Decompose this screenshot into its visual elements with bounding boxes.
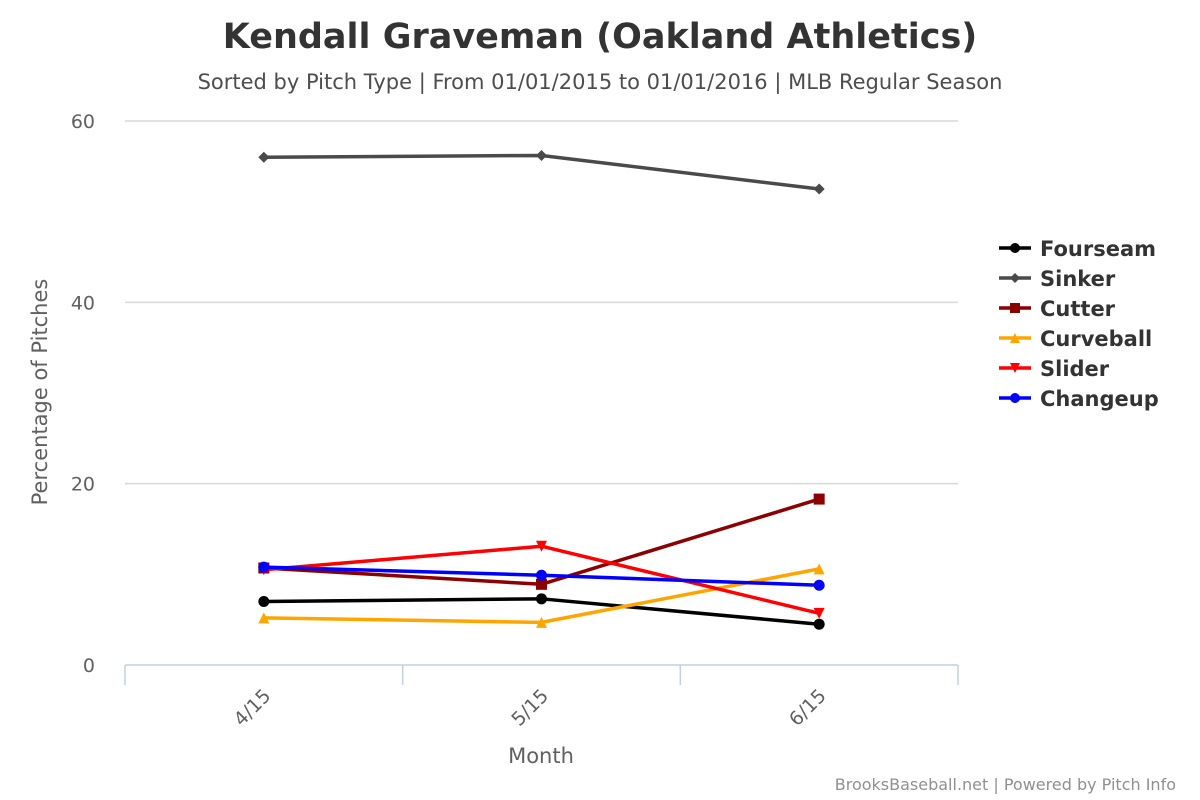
data-point[interactable]: [258, 151, 270, 163]
legend-label: Sinker: [1040, 267, 1116, 291]
legend-marker: [1010, 363, 1020, 373]
y-tick-label: 60: [71, 111, 95, 133]
legend-item-slider[interactable]: Slider: [999, 357, 1110, 381]
x-axis: 4/15 5/15 6/15: [124, 664, 959, 731]
series-changeup: [258, 561, 825, 591]
data-point[interactable]: [536, 616, 547, 628]
legend-label: Changeup: [1040, 387, 1159, 411]
grid-lines: [125, 120, 958, 485]
x-axis-title: Month: [508, 744, 574, 768]
legend-label: Slider: [1040, 357, 1110, 381]
y-axis-title: Percentage of Pitches: [28, 279, 52, 506]
legend: Fourseam Sinker Cutter Curveball Slider Chang…: [999, 237, 1159, 411]
data-point[interactable]: [813, 607, 825, 619]
series-fourseam: [258, 593, 825, 630]
data-point[interactable]: [813, 493, 825, 505]
chart-subtitle: Sorted by Pitch Type | From 01/01/2015 t…: [198, 70, 1003, 95]
data-point[interactable]: [813, 563, 825, 575]
data-point[interactable]: [536, 149, 547, 161]
y-tick-label: 20: [71, 474, 95, 496]
legend-marker: [1010, 303, 1020, 313]
legend-marker: [1010, 273, 1020, 283]
y-tick-label: 40: [71, 292, 95, 314]
legend-item-sinker[interactable]: Sinker: [999, 267, 1116, 291]
data-point[interactable]: [813, 183, 825, 195]
legend-item-changeup[interactable]: Changeup: [999, 387, 1159, 411]
legend-label: Fourseam: [1040, 237, 1156, 261]
legend-label: Curveball: [1040, 327, 1152, 351]
data-point[interactable]: [258, 596, 270, 608]
legend-item-cutter[interactable]: Cutter: [999, 297, 1116, 321]
data-point[interactable]: [536, 569, 547, 581]
data-point[interactable]: [536, 593, 547, 605]
legend-marker: [1010, 243, 1020, 253]
legend-item-fourseam[interactable]: Fourseam: [999, 237, 1156, 261]
y-tick-label: 0: [83, 655, 95, 677]
legend-marker: [1010, 333, 1020, 343]
y-axis-ticks: 0 20 40 60: [71, 111, 95, 677]
series-sinker: [258, 149, 825, 195]
legend-marker: [1010, 393, 1020, 403]
data-point[interactable]: [258, 561, 270, 573]
series-lines: [258, 149, 825, 630]
data-point[interactable]: [813, 579, 825, 591]
chart-title: Kendall Graveman (Oakland Athletics): [223, 17, 978, 57]
x-tick-label: 5/15: [507, 685, 553, 731]
legend-item-curveball[interactable]: Curveball: [999, 327, 1152, 351]
x-tick-label: 6/15: [785, 685, 831, 731]
x-tick-label: 4/15: [230, 685, 276, 731]
credits[interactable]: BrooksBaseball.net | Powered by Pitch In…: [835, 775, 1176, 794]
data-point[interactable]: [536, 578, 547, 590]
legend-label: Cutter: [1040, 297, 1116, 321]
data-point[interactable]: [813, 618, 825, 630]
data-point[interactable]: [536, 540, 547, 552]
data-point[interactable]: [258, 612, 270, 624]
series-curveball: [258, 563, 825, 628]
